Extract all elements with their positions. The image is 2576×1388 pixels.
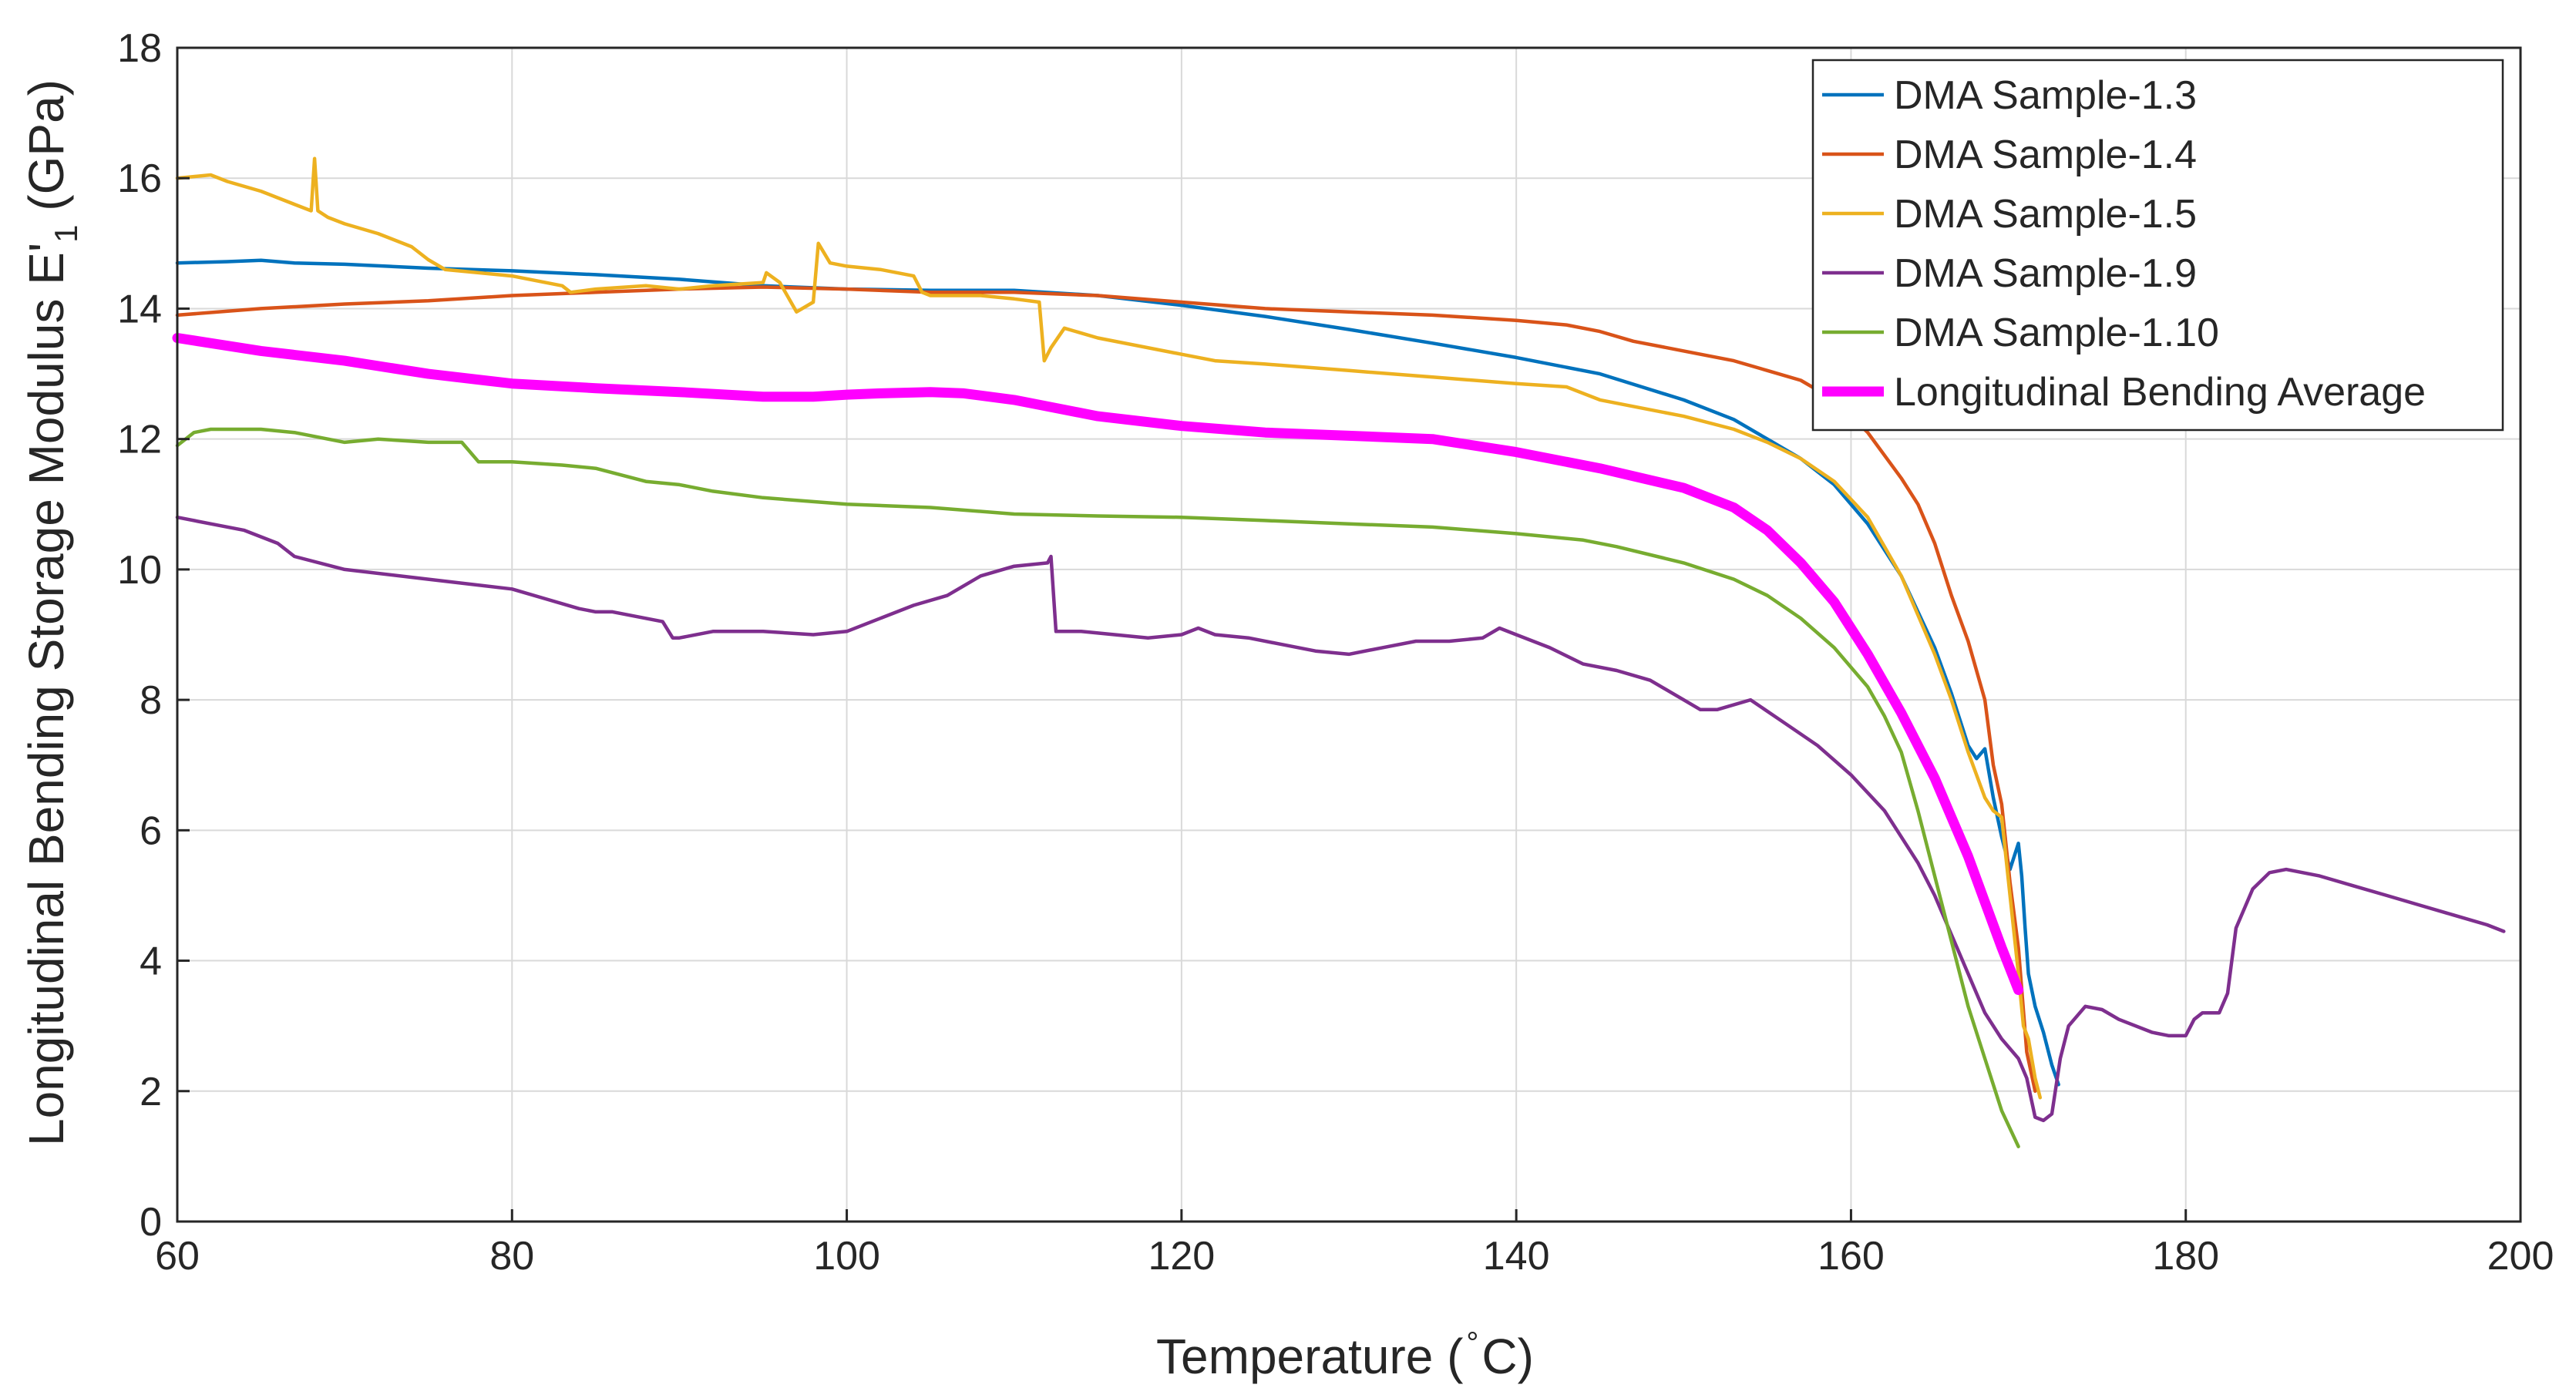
y-tick-label: 2 [140,1070,162,1114]
y-axis-title-tail: (GPa) [18,79,74,224]
y-tick-label: 0 [140,1200,162,1245]
x-tick-label: 60 [155,1234,200,1279]
svg-text:Temperature (°C): Temperature (°C) [1156,1326,1534,1384]
x-axis-title-superscript: ° [1466,1326,1478,1360]
plot-frame [176,46,2522,1223]
x-tick-label: 140 [1483,1234,1550,1279]
x-tick-label: 100 [813,1234,880,1279]
x-tick-label: 120 [1148,1234,1215,1279]
plot-area [172,156,2506,1148]
legend-label-2: DMA Sample-1.4 [1894,133,2197,177]
series-line-4 [175,515,2506,1123]
series-line-3 [175,156,2043,1100]
legend-label-4: DMA Sample-1.9 [1894,251,2197,296]
x-axis-title-main: Temperature ( [1156,1329,1463,1384]
x-tick-label: 80 [489,1234,534,1279]
legend-label-3: DMA Sample-1.5 [1894,192,2197,237]
series-line-6 [172,333,2024,996]
legend-label-1: DMA Sample-1.3 [1894,73,2197,118]
series-line-5 [175,427,2020,1148]
x-axis-title-tail: C) [1481,1329,1534,1384]
x-tick-label: 160 [1818,1234,1885,1279]
y-tick-label: 18 [117,26,162,71]
legend-label-6: Longitudinal Bending Average [1894,370,2426,415]
x-tick-label: 200 [2487,1234,2554,1279]
y-tick-label: 16 [117,156,162,201]
legend-label-5: DMA Sample-1.10 [1894,311,2219,355]
y-tick-label: 10 [117,548,162,593]
y-tick-label: 12 [117,418,162,462]
x-tick-label: 180 [2152,1234,2219,1279]
y-tick-label: 6 [140,808,162,853]
y-tick-label: 4 [140,939,162,984]
legend-box [1811,59,2504,432]
legend: DMA Sample-1.3 DMA Sample-1.4 DMA Sample-1… [1811,59,2504,432]
y-axis-title: Longitudinal Bending Storage Modulus E'1… [18,79,84,1146]
y-axis-title-subscript: 1 [48,224,84,242]
y-tick-label: 14 [117,287,162,331]
x-axis-title: Temperature (°C) [1156,1326,1534,1384]
series-line-1 [175,258,2060,1087]
y-axis-title-main: Longitudinal Bending Storage Modulus E' [18,243,74,1146]
y-tick-label: 8 [140,678,162,723]
axis-ticks: 60 80 100 120 140 160 180 200 0 2 4 6 8 10 12 14 16 18 [117,26,2554,1279]
svg-text:Longitudinal Bending Storage M: Longitudinal Bending Storage Modulus E'1… [18,79,84,1146]
